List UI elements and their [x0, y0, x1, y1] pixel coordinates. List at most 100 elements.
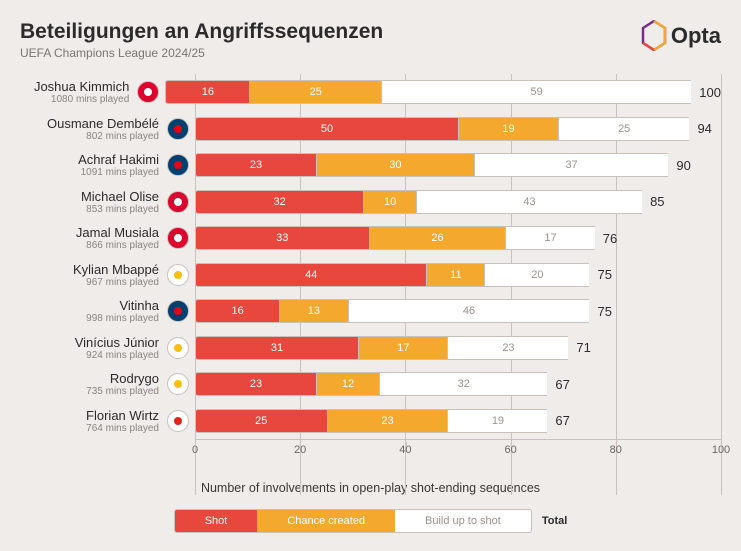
- total-value: 90: [676, 158, 690, 173]
- title-block: Beteiligungen an Angriffssequenzen UEFA …: [20, 20, 383, 60]
- total-value: 67: [555, 413, 569, 428]
- chart-subtitle: UEFA Champions League 2024/25: [20, 46, 383, 60]
- x-tick: 60: [504, 444, 516, 456]
- segment-chance: 26: [369, 226, 506, 250]
- club-badge-icon: [167, 264, 189, 286]
- x-tick: 0: [192, 444, 198, 456]
- player-label: Ousmane Dembélé802 mins played: [20, 116, 165, 142]
- player-label: Michael Olise853 mins played: [20, 189, 165, 215]
- segment-buildup: 46: [348, 299, 590, 323]
- total-value: 75: [597, 304, 611, 319]
- player-mins: 764 mins played: [20, 423, 159, 434]
- club-badge-icon: [167, 337, 189, 359]
- player-row: Vitinha998 mins played16134675: [20, 293, 721, 330]
- player-row: Rodrygo735 mins played23123267: [20, 366, 721, 403]
- x-tick: 80: [610, 444, 622, 456]
- player-mins: 802 mins played: [20, 131, 159, 142]
- bar-track: 162559 100: [165, 80, 721, 104]
- player-mins: 1080 mins played: [20, 94, 129, 105]
- bar-track: 23303790: [195, 153, 721, 177]
- legend-chance: Chance created: [257, 510, 395, 532]
- segment-chance: 19: [458, 117, 558, 141]
- player-row: Florian Wirtz764 mins played25231967: [20, 403, 721, 440]
- player-mins: 924 mins played: [20, 350, 159, 361]
- club-badge-icon: [137, 81, 159, 103]
- club-badge-icon: [167, 300, 189, 322]
- player-name: Ousmane Dembélé: [20, 116, 159, 131]
- player-row: Joshua Kimmich1080 mins played 162559 100: [20, 74, 721, 111]
- total-value: 67: [555, 377, 569, 392]
- player-mins: 967 mins played: [20, 277, 159, 288]
- bar-track: 32104385: [195, 190, 721, 214]
- segment-shot: 16: [195, 299, 279, 323]
- player-name: Vitinha: [20, 298, 159, 313]
- segment-shot: 32: [195, 190, 363, 214]
- player-name: Rodrygo: [20, 371, 159, 386]
- x-tick: 20: [294, 444, 306, 456]
- total-value: 85: [650, 194, 664, 209]
- opta-brand: Opta: [671, 23, 721, 49]
- total-value: 75: [597, 267, 611, 282]
- x-tick: 40: [399, 444, 411, 456]
- player-mins: 735 mins played: [20, 386, 159, 397]
- bar-track: 23123267: [195, 372, 721, 396]
- segment-buildup: 20: [484, 263, 589, 287]
- legend-total: Total: [542, 515, 567, 527]
- player-row: Vinícius Júnior924 mins played 31172371: [20, 330, 721, 367]
- player-name: Florian Wirtz: [20, 408, 159, 423]
- player-label: Vitinha998 mins played: [20, 298, 165, 324]
- player-row: Michael Olise853 mins played 32104385: [20, 184, 721, 221]
- segment-chance: 11: [426, 263, 484, 287]
- club-badge-icon: [167, 410, 189, 432]
- player-name: Kylian Mbappé: [20, 262, 159, 277]
- legend-buildup: Build up to shot: [395, 510, 531, 532]
- segment-chance: 10: [363, 190, 416, 214]
- club-badge-icon: [167, 373, 189, 395]
- player-name: Joshua Kimmich: [20, 79, 129, 94]
- opta-logo: Opta: [641, 20, 721, 51]
- club-badge-icon: [167, 118, 189, 140]
- bar-track: 16134675: [195, 299, 721, 323]
- legend-box: Shot Chance created Build up to shot: [174, 509, 532, 533]
- segment-buildup: 59: [381, 80, 691, 104]
- player-mins: 866 mins played: [20, 240, 159, 251]
- segment-chance: 30: [316, 153, 474, 177]
- player-mins: 998 mins played: [20, 313, 159, 324]
- segment-shot: 33: [195, 226, 369, 250]
- player-label: Vinícius Júnior924 mins played: [20, 335, 165, 361]
- club-badge-icon: [167, 227, 189, 249]
- club-badge-icon: [167, 191, 189, 213]
- segment-buildup: 32: [379, 372, 547, 396]
- club-badge-icon: [167, 154, 189, 176]
- bar-track: 501925 94: [195, 117, 721, 141]
- total-value: 100: [699, 85, 721, 100]
- total-value: 94: [697, 121, 711, 136]
- player-name: Jamal Musiala: [20, 225, 159, 240]
- legend: Shot Chance created Build up to shot Tot…: [20, 509, 721, 533]
- total-value: 71: [576, 340, 590, 355]
- segment-shot: 50: [195, 117, 458, 141]
- segment-chance: 17: [358, 336, 447, 360]
- bar-track: 31172371: [195, 336, 721, 360]
- player-row: Ousmane Dembélé802 mins played 501925 94: [20, 111, 721, 148]
- legend-shot: Shot: [175, 510, 258, 532]
- x-axis: 020406080100: [195, 439, 721, 469]
- x-tick: 100: [712, 444, 730, 456]
- segment-chance: 25: [249, 80, 381, 104]
- segment-shot: 16: [165, 80, 249, 104]
- opta-icon: [641, 20, 667, 51]
- segment-buildup: 17: [505, 226, 594, 250]
- segment-chance: 23: [327, 409, 448, 433]
- segment-chance: 12: [316, 372, 379, 396]
- player-name: Vinícius Júnior: [20, 335, 159, 350]
- bar-track: 44112075: [195, 263, 721, 287]
- player-mins: 1091 mins played: [20, 167, 159, 178]
- player-label: Jamal Musiala866 mins played: [20, 225, 165, 251]
- chart-area: Joshua Kimmich1080 mins played162559100O…: [20, 74, 721, 495]
- player-mins: 853 mins played: [20, 204, 159, 215]
- chart-title: Beteiligungen an Angriffssequenzen: [20, 20, 383, 44]
- player-label: Florian Wirtz764 mins played: [20, 408, 165, 434]
- player-row: Achraf Hakimi1091 mins played23303790: [20, 147, 721, 184]
- segment-buildup: 37: [474, 153, 669, 177]
- segment-buildup: 25: [558, 117, 690, 141]
